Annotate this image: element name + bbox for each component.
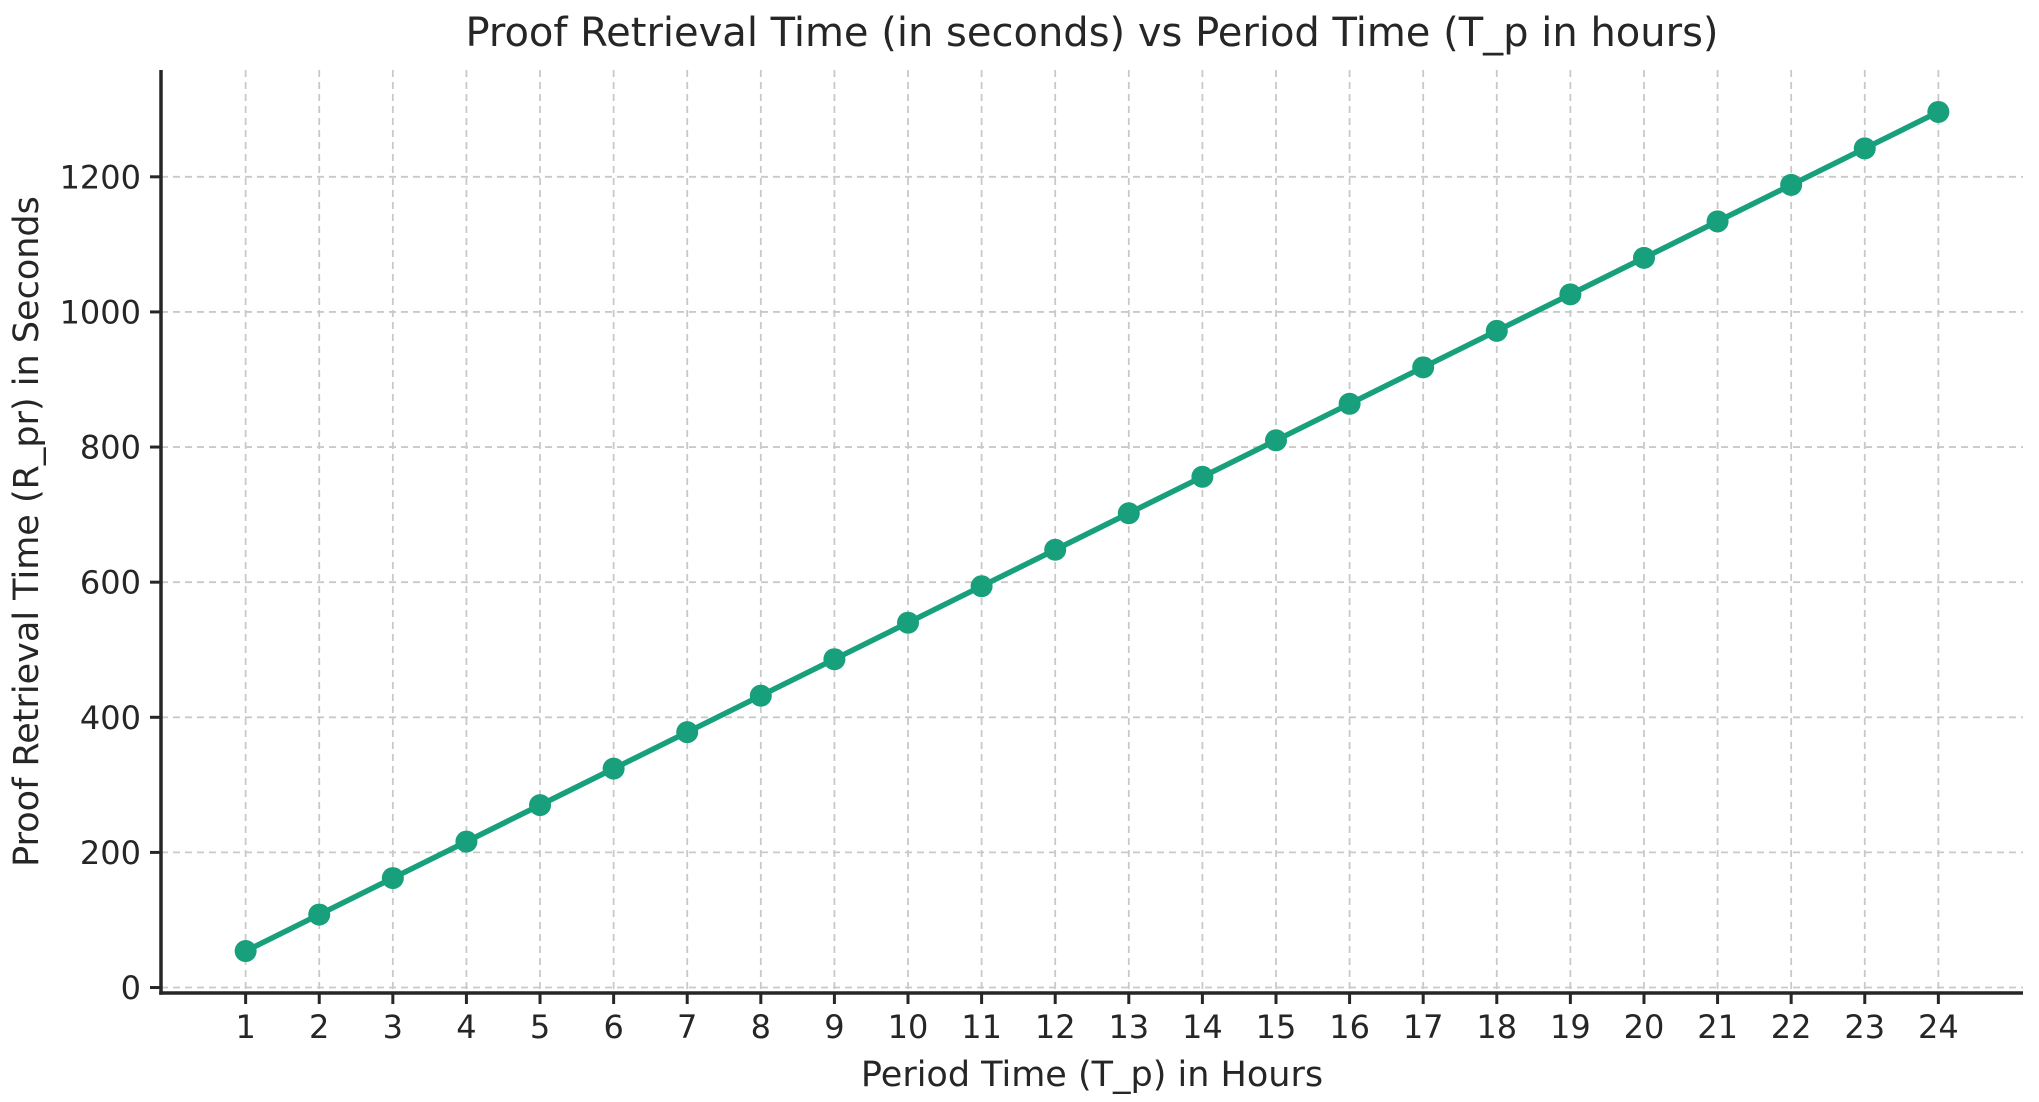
x-axis-label: Period Time (T_p) in Hours [861, 1055, 1323, 1095]
y-tick-label: 400 [80, 699, 141, 737]
data-point-marker [1412, 356, 1435, 379]
x-tick-label: 16 [1329, 1008, 1370, 1046]
x-tick-label: 17 [1403, 1008, 1444, 1046]
y-tick-label: 200 [80, 834, 141, 872]
x-tick-label: 8 [751, 1008, 771, 1046]
data-series [234, 100, 1950, 963]
x-tick-label: 20 [1624, 1008, 1665, 1046]
x-tick-label: 21 [1697, 1008, 1738, 1046]
x-tick-label: 4 [456, 1008, 476, 1046]
data-point-marker [1706, 210, 1729, 233]
x-tick-label: 2 [309, 1008, 329, 1046]
x-tick-label: 19 [1550, 1008, 1591, 1046]
axes [150, 70, 2023, 1004]
data-point-marker [234, 940, 257, 963]
x-tick-label: 9 [824, 1008, 844, 1046]
x-tick-label: 15 [1256, 1008, 1297, 1046]
data-point-marker [749, 684, 772, 707]
data-point-marker [1853, 137, 1876, 160]
x-tick-label: 6 [603, 1008, 623, 1046]
y-axis-label: Proof Retrieval Time (R_pr) in Seconds [7, 196, 47, 867]
x-tick-label: 24 [1918, 1008, 1959, 1046]
data-point-marker [1632, 246, 1655, 269]
data-point-marker [1559, 283, 1582, 306]
x-tick-label: 5 [530, 1008, 550, 1046]
x-tick-label: 23 [1844, 1008, 1885, 1046]
data-point-marker [676, 721, 699, 744]
x-tick-label: 1 [235, 1008, 255, 1046]
data-point-marker [823, 648, 846, 671]
x-tick-label: 11 [961, 1008, 1002, 1046]
data-point-marker [308, 903, 331, 926]
x-tick-label: 22 [1771, 1008, 1812, 1046]
data-point-marker [529, 794, 552, 817]
y-tick-label: 800 [80, 429, 141, 467]
x-tick-label: 12 [1035, 1008, 1076, 1046]
data-point-marker [1780, 173, 1803, 196]
x-tick-label: 10 [888, 1008, 929, 1046]
x-tick-label: 18 [1476, 1008, 1517, 1046]
y-tick-label: 600 [80, 564, 141, 602]
x-tick-label: 13 [1108, 1008, 1149, 1046]
x-tick-label: 3 [383, 1008, 403, 1046]
data-point-marker [897, 611, 920, 634]
gridlines [161, 70, 2023, 993]
data-point-marker [381, 867, 404, 890]
tick-labels: 1 2 3 4 5 6 7 8 9 10 11 12 13 14 15 16 17 18 19 20 21 22 23 240… [60, 158, 1959, 1046]
data-point-marker [970, 575, 993, 598]
y-tick-label: 1200 [60, 158, 141, 196]
data-point-marker [1264, 429, 1287, 452]
series-line [242, 109, 1942, 954]
x-tick-label: 7 [677, 1008, 697, 1046]
data-point-marker [455, 830, 478, 853]
data-point-marker [1485, 319, 1508, 342]
data-point-marker [602, 757, 625, 780]
data-point-marker [1338, 392, 1361, 415]
data-point-marker [1191, 465, 1214, 488]
x-tick-label: 14 [1182, 1008, 1223, 1046]
data-point-marker [1117, 502, 1140, 525]
y-tick-label: 0 [121, 969, 141, 1007]
y-tick-label: 1000 [60, 293, 141, 331]
chart-title: Proof Retrieval Time (in seconds) vs Per… [465, 10, 1718, 56]
data-point-marker [1927, 100, 1950, 123]
data-point-marker [1044, 538, 1067, 561]
